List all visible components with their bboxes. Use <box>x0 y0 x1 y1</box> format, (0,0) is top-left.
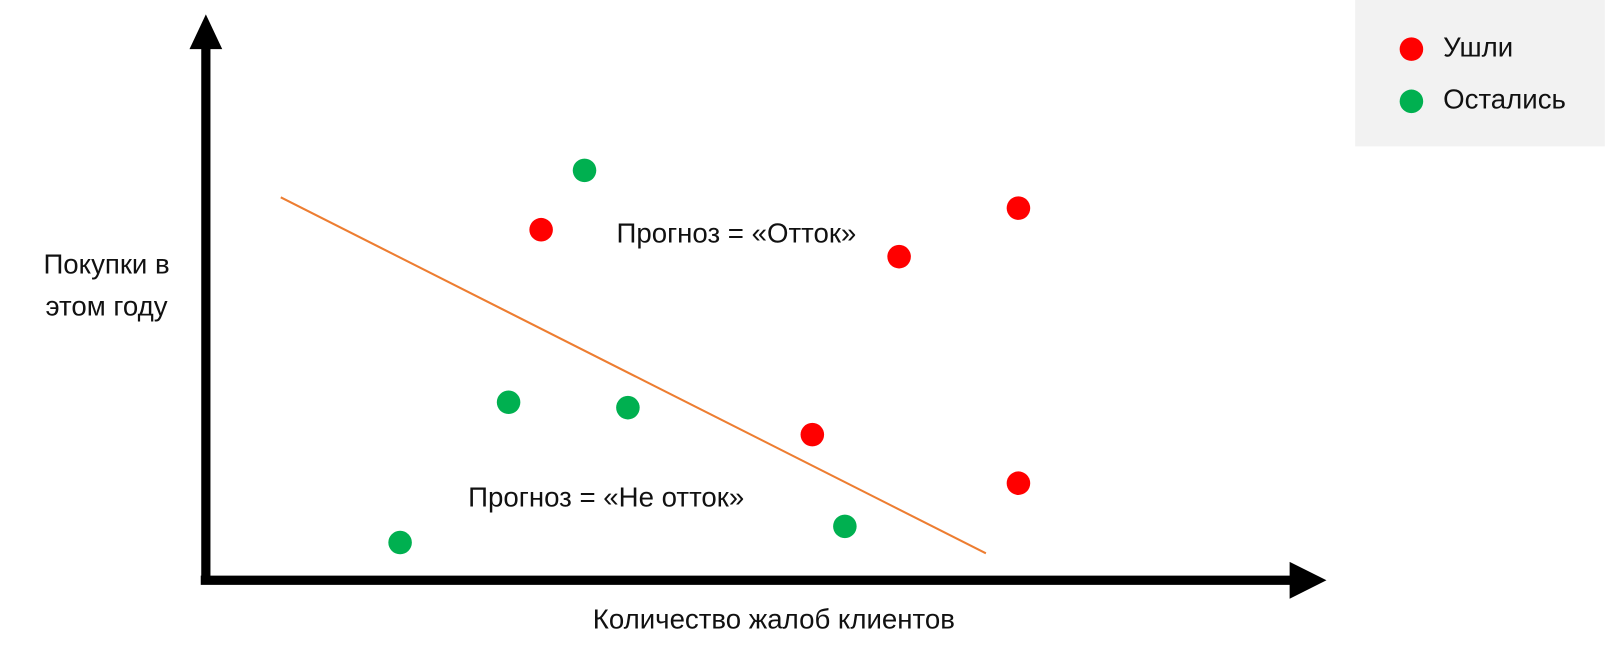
point <box>887 244 911 269</box>
annotation: Прогноз = «Не отток» <box>468 482 744 513</box>
point <box>833 514 857 539</box>
y-axis-label: этом году <box>46 290 168 321</box>
legend-box <box>1355 0 1605 147</box>
point <box>616 395 640 420</box>
point <box>529 217 553 242</box>
x-axis-arrow <box>1289 561 1327 599</box>
y-axis-arrow <box>189 14 223 50</box>
annotation: Прогноз = «Отток» <box>616 217 856 248</box>
point <box>1006 471 1031 495</box>
point <box>388 530 412 555</box>
legend-marker <box>1399 89 1424 114</box>
legend-label: Ушли <box>1443 31 1513 62</box>
legend-label: Остались <box>1443 84 1566 115</box>
decision-boundary <box>280 196 987 555</box>
point <box>800 422 825 447</box>
point <box>1006 196 1031 220</box>
point <box>572 158 597 183</box>
legend-marker <box>1399 37 1424 61</box>
point <box>496 390 521 415</box>
x-axis-label: Количество жалоб клиентов <box>593 604 955 635</box>
y-axis-label: Покупки в <box>43 248 169 279</box>
